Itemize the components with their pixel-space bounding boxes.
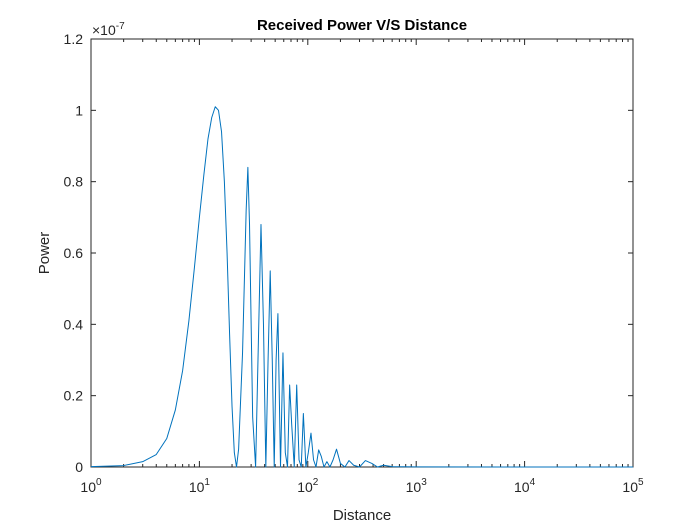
- y-exponent-power: -7: [116, 21, 125, 32]
- x-tick-label: 101: [189, 477, 211, 495]
- x-tick-label: 103: [406, 477, 428, 495]
- x-tick-label-exponent: 0: [96, 477, 102, 488]
- chart-title: Received Power V/S Distance: [257, 17, 467, 34]
- x-tick-label-exponent: 3: [421, 477, 427, 488]
- x-tick-label-exponent: 2: [313, 477, 319, 488]
- y-exponent-label: ×10-7: [92, 21, 125, 38]
- x-axis-ticks: 100 101 102 103 104 105: [80, 39, 644, 495]
- y-tick-label: 1: [75, 102, 83, 118]
- y-axis-ticks: 0 0.2 0.4 0.6 0.8 1 1.2: [64, 31, 633, 475]
- y-tick-label: 0.6: [64, 245, 84, 261]
- x-tick-label-base: 10: [406, 479, 422, 495]
- x-tick-label-exponent: 4: [530, 477, 536, 488]
- x-tick-label-base: 10: [189, 479, 205, 495]
- y-tick-label: 0: [75, 459, 83, 475]
- x-tick-label: 100: [80, 477, 102, 495]
- x-tick-label: 104: [514, 477, 536, 495]
- x-tick-label: 102: [297, 477, 319, 495]
- x-tick-label-exponent: 1: [204, 477, 210, 488]
- x-tick-label-exponent: 5: [638, 477, 644, 488]
- y-axis-title: Power: [36, 232, 53, 275]
- y-tick-label: 0.8: [64, 174, 84, 190]
- series-group: [90, 106, 633, 468]
- series-line: [90, 106, 633, 468]
- x-tick-label-base: 10: [622, 479, 638, 495]
- x-axis-title: Distance: [333, 507, 391, 524]
- y-tick-label: 0.4: [64, 316, 84, 332]
- y-exponent-base: ×10: [92, 22, 116, 38]
- y-tick-label: 1.2: [64, 31, 84, 47]
- x-tick-label-base: 10: [80, 479, 96, 495]
- x-tick-label-base: 10: [297, 479, 313, 495]
- x-tick-label-base: 10: [514, 479, 530, 495]
- x-tick-label: 105: [622, 477, 644, 495]
- y-tick-label: 0.2: [64, 388, 84, 404]
- plot-area-box: [90, 38, 634, 468]
